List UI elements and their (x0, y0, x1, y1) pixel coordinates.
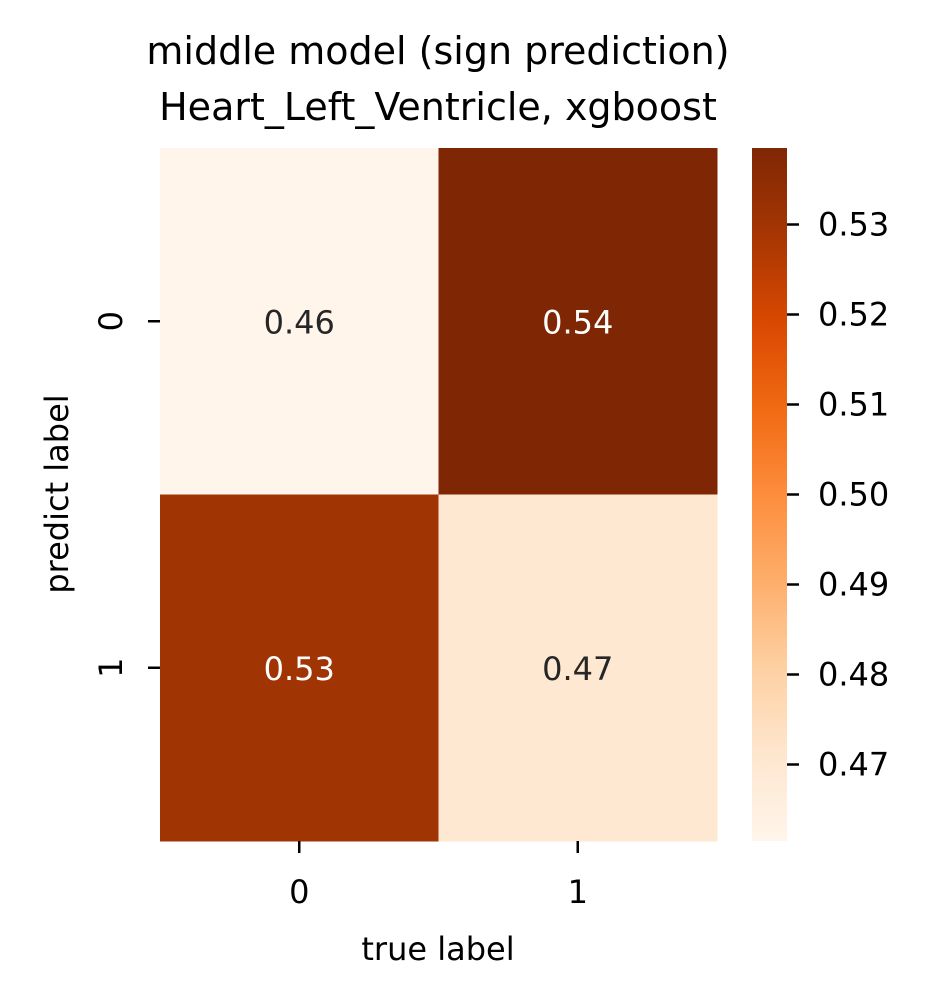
chart-title: middle model (sign prediction) Heart_Lef… (146, 29, 729, 129)
heatmap-cell-r0-c1 (438, 148, 718, 495)
x-axis-label: true label (361, 930, 514, 968)
colorbar-tick-label: 0.50 (818, 476, 889, 514)
colorbar-tick-label: 0.49 (818, 566, 889, 604)
y-axis-label: predict label (38, 394, 76, 593)
colorbar-tick-label: 0.51 (818, 386, 889, 424)
colorbar-tick-label: 0.52 (818, 296, 889, 334)
colorbar-tick-label: 0.47 (818, 746, 889, 784)
chart-title-line-1: middle model (sign prediction) (146, 29, 729, 73)
y-tick-label: 1 (92, 658, 130, 678)
y-axis-ticks: 01 (92, 311, 160, 678)
cell-value-label: 0.54 (542, 303, 613, 341)
y-tick-label: 0 (92, 311, 130, 331)
cell-value-label: 0.47 (542, 650, 613, 688)
heatmap-cell-r0-c0 (160, 148, 439, 495)
chart-title-line-2: Heart_Left_Ventricle, xgboost (159, 85, 717, 129)
cell-value-label: 0.53 (264, 650, 335, 688)
heatmap-cell-r1-c0 (160, 494, 439, 842)
colorbar (752, 148, 787, 841)
x-tick-label: 0 (289, 873, 309, 911)
heatmap-cell-r1-c1 (438, 494, 718, 842)
colorbar-tick-label: 0.48 (818, 656, 889, 694)
heatmap-cells (160, 148, 718, 842)
x-tick-label: 1 (568, 873, 588, 911)
colorbar-tick-label: 0.53 (818, 206, 889, 244)
cell-labels: 0.46 0.54 0.53 0.47 (264, 303, 614, 688)
colorbar-ticks: 0.47 0.48 0.49 0.50 0.51 0.52 0.53 (787, 206, 889, 784)
cell-value-label: 0.46 (264, 303, 335, 341)
